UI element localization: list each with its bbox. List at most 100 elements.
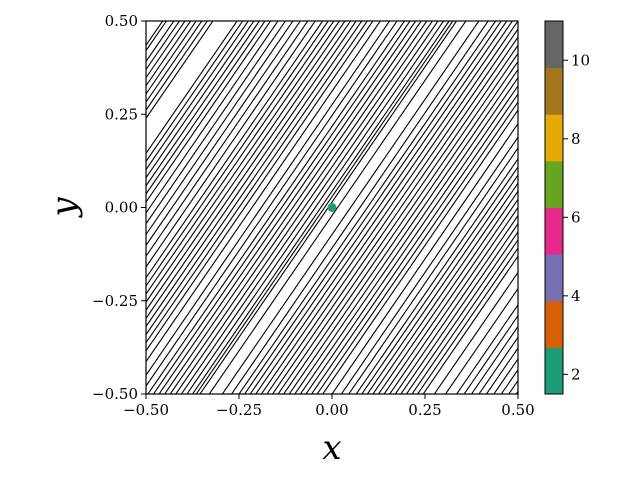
contour-line [146, 21, 186, 79]
contour-line [383, 198, 518, 394]
y-tick-label: 0.25 [105, 105, 138, 123]
contour-line [348, 147, 518, 394]
colorbar-tick-label: 2 [571, 365, 581, 383]
contour-line [180, 21, 439, 394]
colorbar-segment [545, 114, 563, 162]
contour-line [146, 21, 255, 179]
contour-line [372, 182, 518, 394]
contour-line [146, 21, 335, 296]
x-tick-label: 0.00 [315, 401, 348, 419]
contour-line [163, 21, 422, 394]
contour-line [208, 21, 467, 394]
contour-line [146, 21, 203, 104]
colorbar-tick-label: 6 [571, 208, 581, 226]
contour-line [146, 21, 261, 187]
colorbar-tick-label: 10 [571, 51, 590, 69]
contour-line [146, 21, 197, 95]
contour-line [305, 84, 518, 394]
contour-line [146, 21, 374, 352]
contour-line [249, 21, 508, 394]
colorbar-segment [545, 21, 563, 69]
colorbar-segment [545, 254, 563, 302]
contour-line [146, 21, 279, 214]
contour-line [146, 21, 329, 287]
contour-line [169, 21, 428, 394]
colorbar-segment [545, 347, 563, 395]
contour-line [152, 21, 411, 394]
contour-line [146, 21, 398, 387]
contour-line [146, 21, 244, 163]
y-tick-label: −0.50 [92, 385, 138, 403]
contour-line [146, 21, 249, 171]
contour-line [146, 21, 363, 336]
contour-line [146, 21, 272, 204]
contour-line [146, 21, 287, 225]
contour-line [271, 36, 518, 394]
contour-line [389, 206, 518, 394]
contour-line [146, 21, 357, 328]
contour-line [299, 76, 518, 394]
contour-line [463, 314, 518, 394]
colorbar: 2 4 6 8 10 [544, 20, 590, 395]
contour-line [191, 21, 450, 394]
contour-line [255, 21, 514, 394]
contour-line [146, 21, 192, 87]
colorbar-segment [545, 300, 563, 348]
contour-line [422, 255, 518, 394]
x-tick-label: 0.25 [408, 401, 441, 419]
contour-line [355, 157, 518, 394]
x-axis-label: x [322, 428, 341, 468]
contour-line [230, 21, 489, 394]
colorbar-segment [545, 160, 563, 208]
contour-line [186, 21, 445, 394]
contour-line [146, 21, 341, 304]
y-axis: −0.50 −0.25 0.00 0.25 0.50 [92, 12, 146, 403]
contour-line [146, 21, 368, 344]
contour-line [146, 21, 208, 112]
contour-line [331, 122, 518, 394]
contour-line [340, 136, 518, 394]
origin-point-group [327, 203, 337, 212]
origin-point [327, 203, 337, 212]
contour-line [366, 174, 518, 394]
contour-line [146, 21, 352, 320]
contour-lines [146, 21, 518, 394]
contour-line [444, 287, 518, 394]
contour-line [146, 21, 238, 155]
contour-line [238, 21, 497, 394]
contour-line [405, 230, 518, 394]
contour-line [456, 303, 518, 394]
x-tick-label: −0.25 [216, 401, 262, 419]
contour-line [195, 21, 454, 394]
contour-line [146, 21, 324, 279]
contour-line [411, 238, 518, 394]
colorbar-frame [544, 20, 564, 395]
contour-line [147, 21, 406, 394]
contour-line [433, 271, 518, 394]
contour-line [158, 21, 417, 394]
colorbar-tick-label: 4 [571, 287, 581, 305]
y-tick-label: 0.00 [105, 199, 138, 217]
contour-line [400, 222, 518, 394]
colorbar-segment [545, 67, 563, 115]
contour-line [146, 21, 346, 312]
contour-line [221, 21, 480, 394]
contour-line [146, 21, 391, 377]
contour-line [175, 21, 434, 394]
x-axis: −0.50 −0.25 0.00 0.25 0.50 [123, 394, 535, 419]
contour-line [470, 325, 518, 394]
contour-line [283, 52, 518, 394]
contour-line [310, 92, 518, 394]
colorbar-segment [545, 207, 563, 255]
contour-line [361, 165, 518, 394]
plot-area [145, 20, 519, 395]
contour-line [416, 247, 518, 394]
x-tick-label: 0.50 [501, 401, 534, 419]
y-tick-label: −0.25 [92, 292, 138, 310]
contour-line [146, 21, 214, 120]
contour-line [316, 101, 518, 394]
contour-line [394, 214, 518, 394]
contour-line [146, 21, 301, 247]
contour-line [146, 21, 266, 195]
contour-line [146, 21, 294, 236]
